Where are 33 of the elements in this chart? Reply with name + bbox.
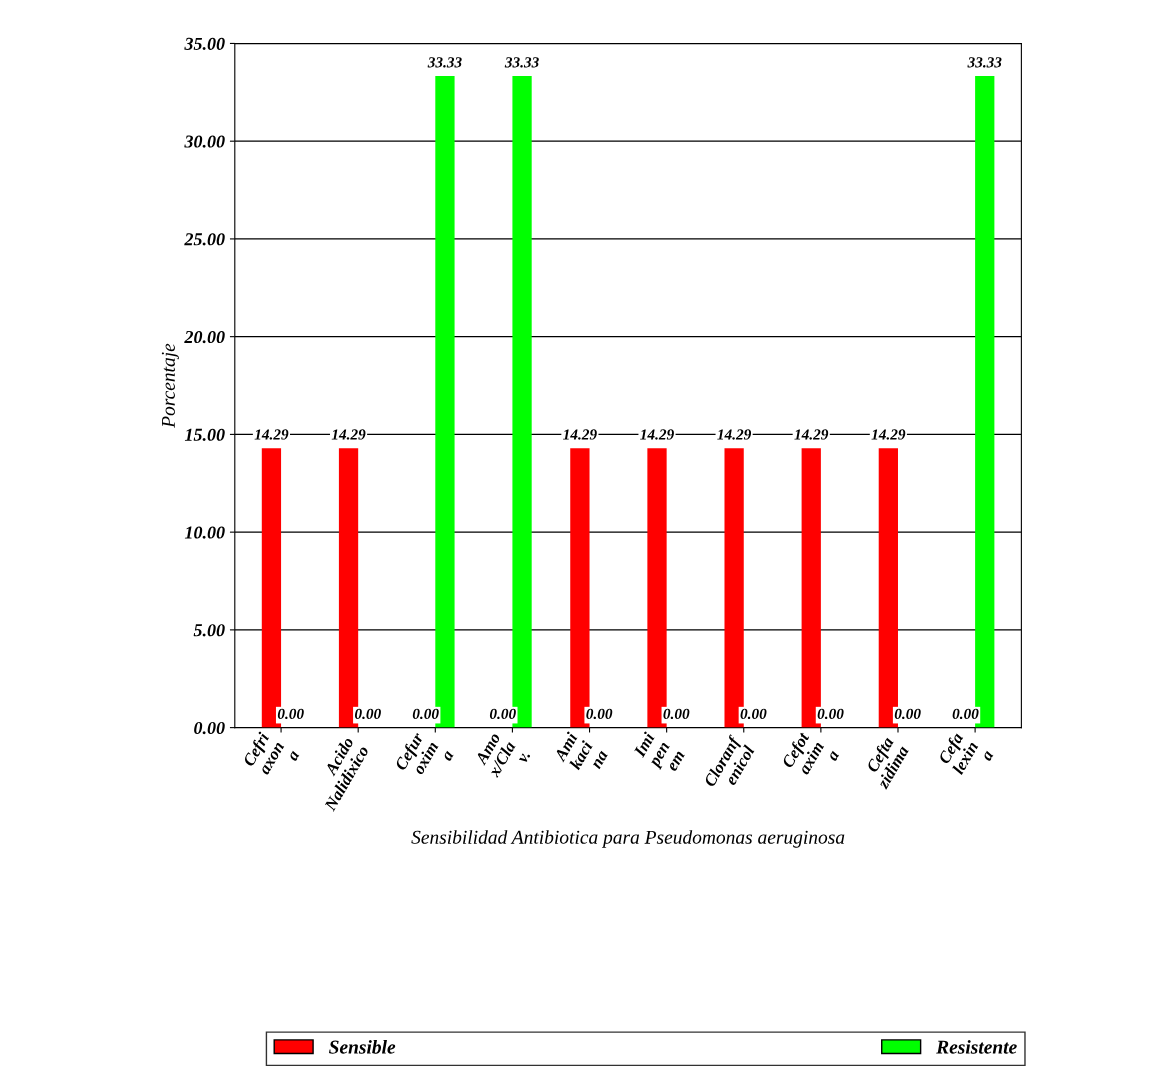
y-tick-label: 15.00 <box>184 428 225 441</box>
data-label: 14.29 <box>331 429 366 440</box>
legend-label: Sensible <box>329 1040 396 1054</box>
data-label: 14.29 <box>563 429 597 440</box>
data-label: 0.00 <box>740 708 767 720</box>
data-label: 0.00 <box>489 708 516 720</box>
data-label: 14.29 <box>871 429 906 440</box>
y-tick-label: 35.00 <box>184 37 225 50</box>
x-axis-title: Sensibilidad Antibiotica para Pseudomonas aeruginosa <box>411 830 845 848</box>
data-label: 14.29 <box>794 429 829 440</box>
data-label: 0.00 <box>894 708 921 720</box>
y-tick-label: 5.00 <box>193 624 225 637</box>
data-label: 0.00 <box>817 708 844 720</box>
data-label: 33.33 <box>967 57 1002 68</box>
data-label: 14.29 <box>640 429 674 440</box>
y-tick-label: 25.00 <box>184 233 225 246</box>
data-label: 14.29 <box>254 429 289 440</box>
data-label: 0.00 <box>354 708 381 720</box>
data-label: 0.00 <box>277 708 304 720</box>
y-axis-title: Porcentaje <box>161 343 179 428</box>
data-label: 0.00 <box>586 708 613 720</box>
y-tick-label: 10.00 <box>184 526 225 539</box>
data-label: 33.33 <box>427 57 462 68</box>
data-label: 0.00 <box>663 708 690 720</box>
data-label: 0.00 <box>952 708 979 720</box>
data-label: 33.33 <box>504 57 539 68</box>
y-tick-label: 30.00 <box>184 135 225 148</box>
data-label: 0.00 <box>412 708 439 720</box>
y-tick-label: 0.00 <box>194 721 225 735</box>
data-label: 14.29 <box>717 429 752 440</box>
legend-label: Resistente <box>936 1040 1017 1054</box>
y-tick-label: 20.00 <box>184 330 225 344</box>
x-tick-label: Imi pen em <box>632 731 685 772</box>
